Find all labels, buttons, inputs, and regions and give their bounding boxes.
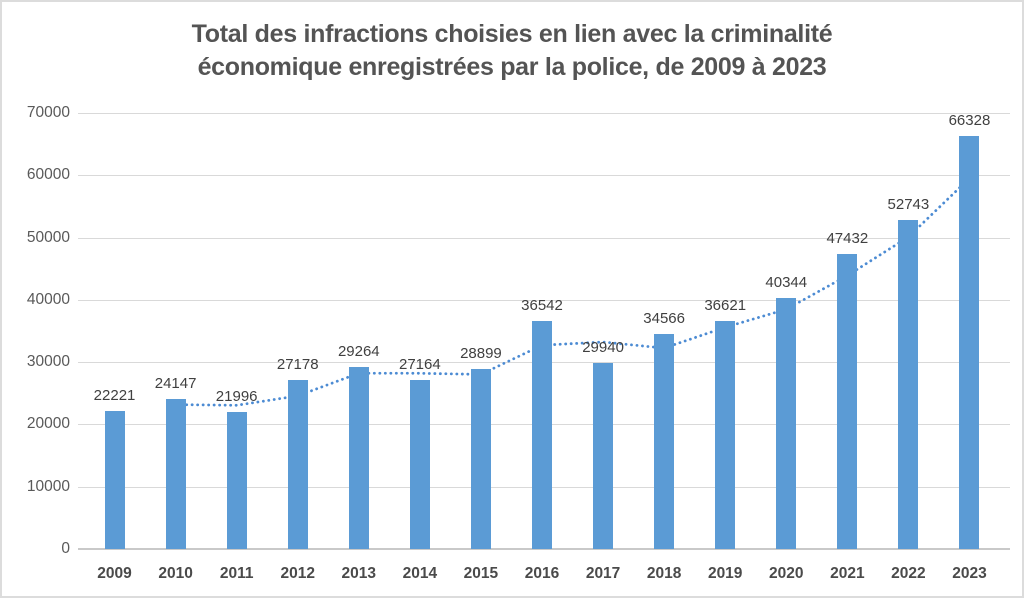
bar-2022	[898, 220, 919, 549]
y-tick-label: 20000	[26, 415, 70, 433]
value-label-2022: 52743	[887, 196, 930, 214]
bar-2018	[654, 333, 675, 549]
value-label-2023: 66328	[948, 111, 991, 129]
gridline	[78, 237, 1010, 239]
value-label-2021: 47432	[826, 229, 869, 247]
bar-2020	[776, 297, 797, 549]
value-label-2019: 36621	[704, 296, 747, 314]
x-tick-label-2022: 2022	[891, 565, 926, 582]
x-tick-label-2011: 2011	[219, 565, 254, 582]
value-label-2010: 24147	[154, 374, 197, 392]
x-tick-label-2023: 2023	[952, 565, 987, 582]
y-tick-label: 50000	[26, 228, 70, 246]
bar-2023	[959, 135, 980, 549]
x-tick-label-2013: 2013	[341, 565, 377, 582]
bar-2014	[409, 379, 430, 549]
bar-2021	[837, 253, 858, 549]
value-label-2016: 36542	[521, 297, 563, 315]
value-label-2012: 27178	[276, 355, 319, 373]
chart-title-line1: Total des infractions choisies en lien a…	[191, 20, 833, 48]
x-axis-line	[78, 548, 1010, 550]
gridline	[78, 113, 1010, 114]
x-tick-label-2009: 2009	[97, 565, 132, 582]
bar-2009	[104, 410, 125, 549]
x-tick-label-2018: 2018	[646, 565, 682, 582]
bar-2010	[165, 398, 186, 549]
y-tick-label: 10000	[26, 477, 70, 495]
bar-2011	[226, 411, 247, 549]
value-label-2009: 22221	[93, 386, 136, 404]
value-label-2011: 21996	[215, 387, 258, 405]
y-tick-label: 40000	[26, 290, 70, 308]
bar-2016	[532, 321, 552, 549]
bar-2013	[348, 366, 369, 549]
x-tick-label-2010: 2010	[158, 565, 193, 582]
chart-title: Total des infractions choisies en lien a…	[2, 18, 1022, 84]
value-label-2018: 34566	[643, 309, 685, 327]
bar-2015	[470, 369, 491, 549]
bar-2019	[715, 320, 736, 549]
y-tick-label: 0	[61, 540, 70, 557]
value-label-2014: 27164	[399, 355, 441, 373]
y-tick-label: 70000	[26, 104, 70, 121]
value-label-2017: 29940	[582, 338, 624, 356]
value-label-2013: 29264	[337, 342, 380, 360]
value-label-2020: 40344	[765, 273, 808, 291]
bar-2012	[287, 379, 308, 549]
value-label-2015: 28899	[460, 345, 502, 362]
y-tick-label: 30000	[26, 353, 70, 371]
bar-2017	[593, 362, 614, 549]
x-tick-label-2016: 2016	[524, 565, 560, 582]
x-tick-label-2021: 2021	[830, 565, 865, 582]
x-tick-label-2015: 2015	[463, 565, 499, 582]
x-tick-label-2012: 2012	[280, 565, 315, 582]
x-tick-label-2014: 2014	[402, 565, 438, 582]
x-tick-label-2019: 2019	[707, 565, 743, 582]
y-tick-label: 60000	[26, 166, 70, 184]
chart-title-line2: économique enregistrées par la police, d…	[197, 53, 827, 81]
x-tick-label-2020: 2020	[769, 565, 804, 582]
x-tick-label-2017: 2017	[585, 565, 621, 582]
gridline	[78, 175, 1010, 177]
